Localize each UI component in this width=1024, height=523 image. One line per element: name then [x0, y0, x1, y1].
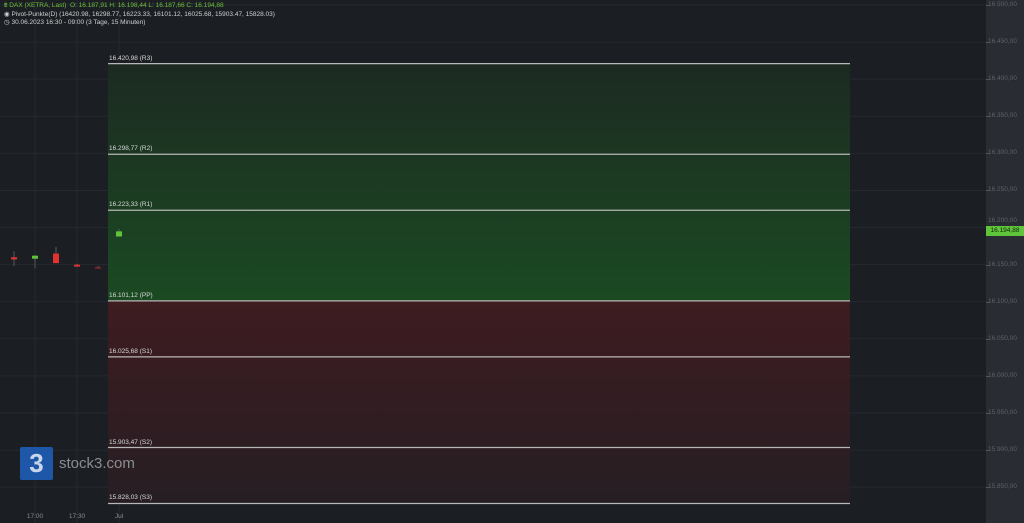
- price-tick-label: 16.000,00: [988, 371, 1017, 379]
- tick-mark: [986, 116, 989, 118]
- price-tick-label: 16.250,00: [988, 186, 1017, 194]
- tick-mark: [986, 450, 989, 452]
- time-label: 17:30: [68, 513, 86, 520]
- stock3-logo: 3 stock3.com: [20, 447, 135, 480]
- tick-mark: [986, 412, 989, 414]
- price-tick-label: 15.900,00: [988, 446, 1017, 454]
- price-tick-label: 16.300,00: [988, 149, 1017, 157]
- resistance-zone: [108, 63, 850, 301]
- pivot-label: 16.025,68 (S1): [109, 347, 153, 355]
- chart-area[interactable]: [0, 0, 986, 523]
- tick-mark: [986, 190, 989, 192]
- price-tick-label: 16.200,00: [988, 217, 1017, 225]
- pivot-label: 15.903,47 (S2): [109, 438, 153, 446]
- tick-mark: [986, 301, 989, 303]
- price-tick-label: 16.050,00: [988, 334, 1017, 342]
- tick-mark: [986, 42, 989, 44]
- candle-body: [53, 253, 59, 264]
- legend-indicator[interactable]: ◉ Pivot-Punkte(D) (16420.98, 16298.77, 1…: [4, 10, 275, 18]
- pivot-label: 16.298,77 (R2): [109, 145, 153, 153]
- pivot-label: 15.828,03 (S3): [109, 494, 153, 502]
- price-tick-label: 16.350,00: [988, 112, 1017, 120]
- legend-period: ◷ 30.06.2023 16:30 - 09:00 (3 Tage, 15 M…: [4, 19, 146, 26]
- price-tick-label: 16.100,00: [988, 297, 1017, 305]
- candles: [11, 228, 122, 269]
- tick-mark: [986, 153, 989, 155]
- price-tick-label: 16.400,00: [988, 75, 1017, 83]
- candle-body: [116, 231, 122, 237]
- candle-body: [74, 264, 80, 267]
- last-price-badge: 16.194,88: [986, 226, 1024, 237]
- time-label: 17:00: [26, 513, 44, 520]
- legend-instrument: ⩩ DAX (XETRA, Last) O: 16.187,91 H: 16.1…: [4, 2, 224, 9]
- candle-body: [32, 255, 38, 259]
- chart-type-icon: ⩩: [4, 2, 8, 9]
- logo-mark: 3: [20, 447, 53, 480]
- tick-mark: [986, 5, 989, 6]
- time-label: Jul: [114, 513, 124, 520]
- clock-icon: ◷: [4, 19, 10, 26]
- tick-mark: [986, 79, 989, 81]
- price-tick-label: 16.500,00: [988, 1, 1017, 8]
- support-zone: [108, 300, 850, 504]
- pivot-lines: [108, 63, 850, 505]
- tick-mark: [986, 264, 989, 266]
- pivot-zones: [108, 63, 850, 504]
- price-tick-label: 15.850,00: [988, 483, 1017, 491]
- pivot-label: 16.420,98 (R3): [109, 54, 153, 62]
- price-tick-label: 16.150,00: [988, 260, 1017, 268]
- indicator-icon: ◉: [4, 10, 10, 18]
- tick-mark: [986, 487, 989, 489]
- candle-body: [11, 257, 17, 260]
- pivot-label: 16.223,33 (R1): [109, 201, 153, 209]
- tick-mark: [986, 338, 989, 340]
- candle-body: [95, 266, 101, 269]
- logo-text: stock3.com: [59, 455, 135, 472]
- price-tick-label: 15.950,00: [988, 408, 1017, 416]
- price-axis[interactable]: 16.500,00 16.450,00 16.400,00 16.350,00 16.3…: [986, 0, 1024, 523]
- tick-mark: [986, 375, 989, 377]
- price-tick-label: 16.450,00: [988, 38, 1017, 46]
- pivot-label: 16.101,12 (PP): [109, 291, 153, 299]
